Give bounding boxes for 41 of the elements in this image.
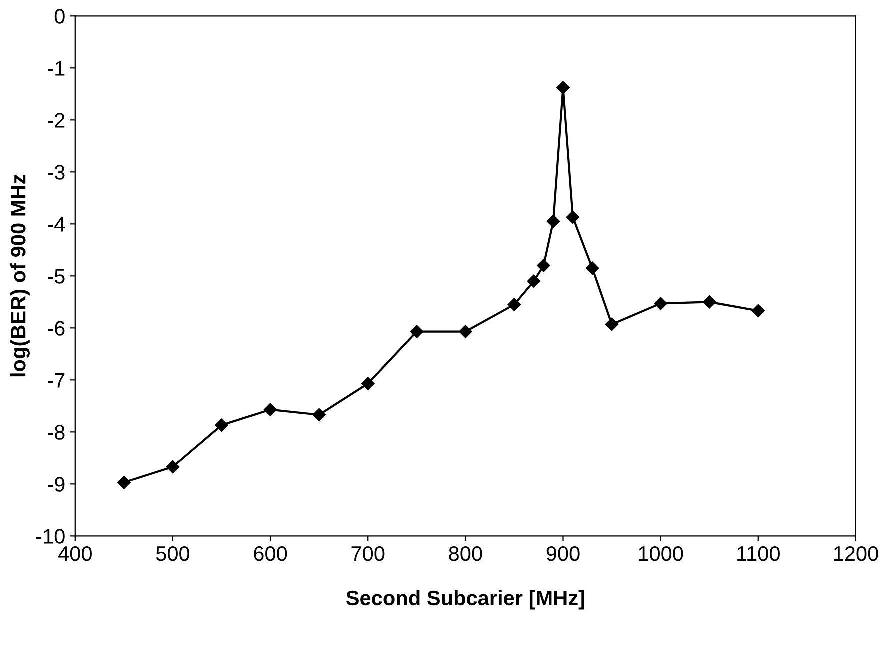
y-tick-label: -3: [48, 165, 65, 180]
y-axis-title: log(BER) of 900 MHz: [10, 175, 30, 377]
x-tick-label: 1000: [639, 546, 684, 562]
point: [752, 304, 765, 318]
y-tick-label: -9: [48, 477, 65, 492]
y-tick-label: -7: [48, 373, 65, 388]
x-tick-label: 700: [352, 546, 385, 562]
x-tick-label: 1100: [738, 546, 780, 562]
point: [605, 318, 619, 332]
point: [527, 274, 541, 288]
point: [410, 325, 424, 338]
point: [459, 325, 472, 338]
point: [264, 403, 278, 416]
x-tick-label: 400: [58, 546, 92, 562]
x-tick-label: 800: [449, 546, 482, 562]
point: [654, 297, 668, 310]
y-tick-label: -4: [48, 217, 66, 232]
point: [586, 262, 600, 275]
point: [312, 408, 326, 422]
point: [166, 460, 180, 474]
point: [118, 476, 131, 490]
point: [537, 259, 550, 272]
x-tick-label: 500: [156, 546, 190, 562]
y-tick-label: -5: [48, 269, 65, 284]
point: [508, 298, 522, 312]
y-tick-label: -10: [36, 529, 65, 544]
y-tick-label: -2: [48, 113, 65, 128]
x-tick-label: 900: [546, 546, 580, 562]
x-tick-label: 1200: [834, 546, 878, 562]
point: [362, 377, 375, 390]
y-tick-label: -1: [48, 61, 65, 76]
y-tick-label: -6: [48, 321, 65, 336]
point: [546, 214, 560, 228]
point: [703, 296, 716, 309]
point: [566, 210, 580, 224]
point: [556, 81, 570, 94]
y-tick-label: -8: [48, 425, 65, 440]
point: [215, 418, 228, 432]
y-tick-label: 0: [54, 9, 65, 24]
x-tick-label: 600: [254, 546, 288, 562]
x-axis-title: Second Subcarier [MHz]: [346, 590, 584, 610]
